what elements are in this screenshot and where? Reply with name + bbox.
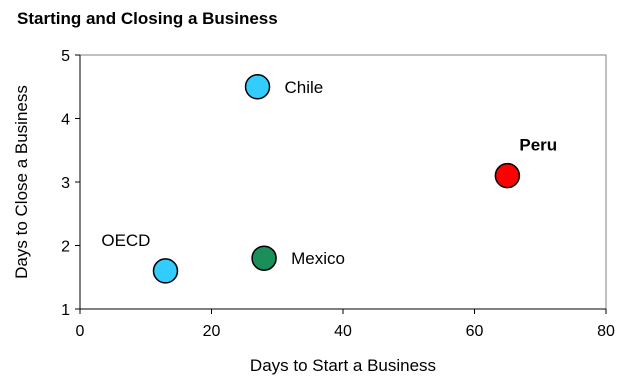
x-tick-label: 40 [334,323,352,340]
chart-title: Starting and Closing a Business [17,9,278,28]
point-label-mexico: Mexico [291,249,345,268]
y-axis-label: Days to Close a Business [12,85,31,279]
y-tick-label: 2 [61,239,70,256]
y-tick-label: 4 [61,112,70,129]
y-tick-label: 5 [61,48,70,65]
labels-group: Chile Peru OECD Mexico [101,78,557,268]
point-label-oecd: OECD [101,231,150,250]
x-axis-label: Days to Start a Business [250,356,436,375]
point-oecd [153,259,177,283]
x-tick-label: 80 [597,323,615,340]
ticks-group: 0 20 40 60 80 1 2 3 4 5 [61,48,615,340]
y-tick-label: 3 [61,175,70,192]
point-label-peru: Peru [519,136,557,155]
x-tick-label: 60 [466,323,484,340]
point-peru [495,164,519,188]
point-chile [246,75,270,99]
point-mexico [252,246,276,270]
y-tick-label: 1 [61,302,70,319]
x-tick-label: 0 [76,323,85,340]
point-label-chile: Chile [285,78,324,97]
x-tick-label: 20 [203,323,221,340]
